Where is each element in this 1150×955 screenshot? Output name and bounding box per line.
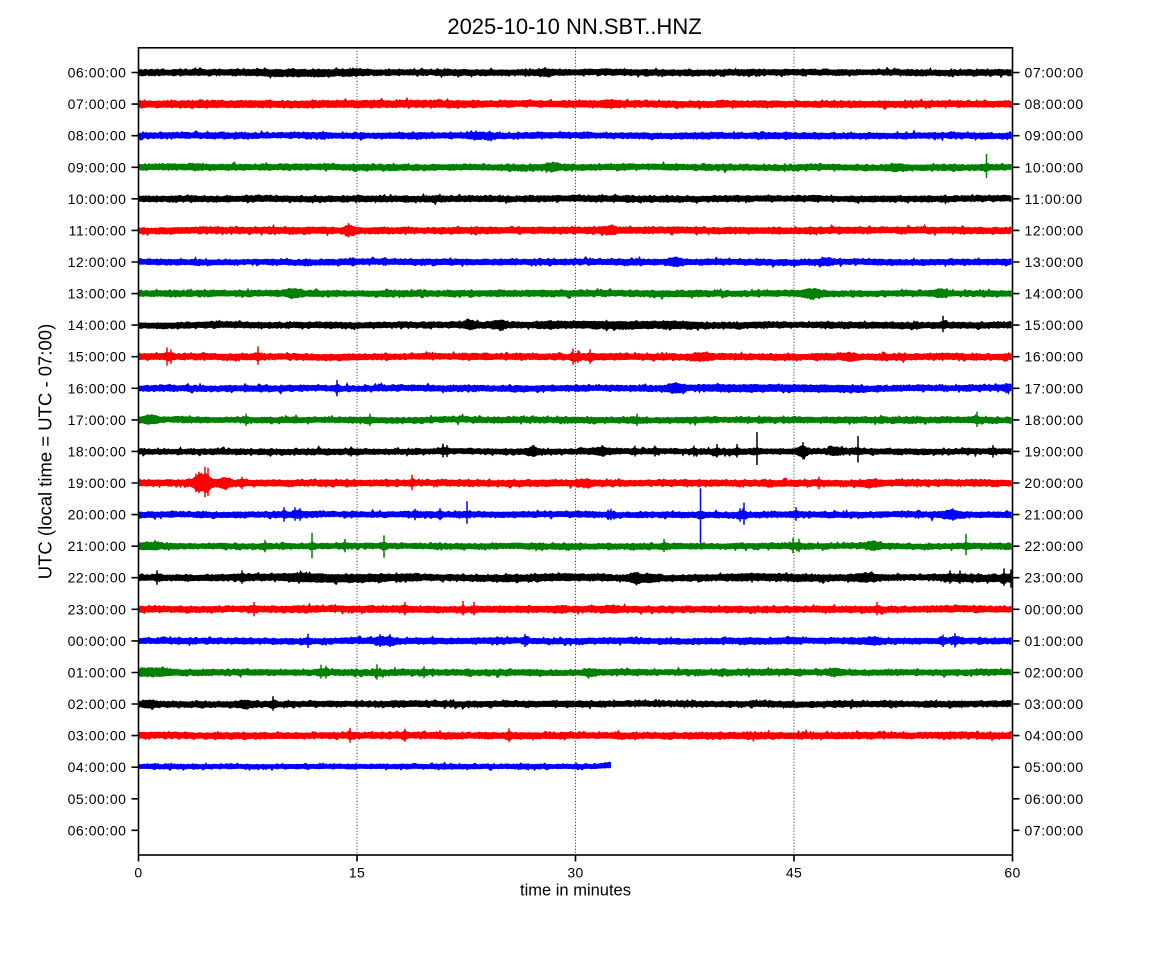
svg-text:10:00:00: 10:00:00 (68, 191, 127, 207)
svg-text:03:00:00: 03:00:00 (68, 728, 127, 744)
svg-text:07:00:00: 07:00:00 (1025, 65, 1084, 81)
svg-text:time in minutes: time in minutes (520, 882, 631, 900)
svg-text:03:00:00: 03:00:00 (1025, 696, 1084, 712)
svg-text:10:00:00: 10:00:00 (1025, 159, 1084, 175)
svg-text:23:00:00: 23:00:00 (1025, 570, 1084, 586)
svg-text:02:00:00: 02:00:00 (68, 696, 127, 712)
svg-text:07:00:00: 07:00:00 (1025, 822, 1084, 838)
svg-text:06:00:00: 06:00:00 (68, 65, 127, 81)
svg-text:15: 15 (349, 865, 365, 881)
svg-text:00:00:00: 00:00:00 (68, 633, 127, 649)
svg-text:11:00:00: 11:00:00 (1025, 191, 1083, 207)
svg-text:14:00:00: 14:00:00 (68, 317, 127, 333)
svg-text:05:00:00: 05:00:00 (1025, 759, 1084, 775)
svg-text:09:00:00: 09:00:00 (68, 159, 127, 175)
svg-text:12:00:00: 12:00:00 (68, 254, 127, 270)
svg-text:17:00:00: 17:00:00 (68, 412, 127, 428)
svg-text:13:00:00: 13:00:00 (1025, 254, 1084, 270)
svg-text:23:00:00: 23:00:00 (68, 601, 127, 617)
svg-text:07:00:00: 07:00:00 (68, 96, 127, 112)
svg-text:UTC (local time = UTC - 07:00): UTC (local time = UTC - 07:00) (35, 324, 56, 579)
svg-text:08:00:00: 08:00:00 (1025, 96, 1084, 112)
svg-text:18:00:00: 18:00:00 (1025, 412, 1084, 428)
svg-text:00:00:00: 00:00:00 (1025, 601, 1084, 617)
svg-text:22:00:00: 22:00:00 (68, 570, 127, 586)
svg-text:21:00:00: 21:00:00 (1025, 507, 1084, 523)
svg-text:0: 0 (134, 865, 142, 881)
svg-text:05:00:00: 05:00:00 (68, 791, 127, 807)
svg-text:16:00:00: 16:00:00 (1025, 349, 1084, 365)
svg-text:13:00:00: 13:00:00 (68, 286, 127, 302)
svg-text:21:00:00: 21:00:00 (68, 538, 127, 554)
svg-text:02:00:00: 02:00:00 (1025, 665, 1084, 681)
svg-text:20:00:00: 20:00:00 (68, 507, 127, 523)
svg-text:16:00:00: 16:00:00 (68, 380, 127, 396)
svg-text:60: 60 (1004, 865, 1020, 881)
svg-text:20:00:00: 20:00:00 (1025, 475, 1084, 491)
svg-text:09:00:00: 09:00:00 (1025, 128, 1084, 144)
svg-text:18:00:00: 18:00:00 (68, 443, 127, 459)
svg-text:12:00:00: 12:00:00 (1025, 222, 1084, 238)
svg-text:19:00:00: 19:00:00 (1025, 443, 1084, 459)
svg-text:2025-10-10 NN.SBT..HNZ: 2025-10-10 NN.SBT..HNZ (447, 14, 701, 39)
svg-text:15:00:00: 15:00:00 (68, 349, 127, 365)
svg-text:14:00:00: 14:00:00 (1025, 286, 1084, 302)
svg-text:04:00:00: 04:00:00 (68, 759, 127, 775)
svg-text:11:00:00: 11:00:00 (69, 222, 127, 238)
svg-text:01:00:00: 01:00:00 (1025, 633, 1084, 649)
svg-text:15:00:00: 15:00:00 (1025, 317, 1084, 333)
svg-text:45: 45 (786, 865, 802, 881)
svg-text:01:00:00: 01:00:00 (68, 665, 127, 681)
svg-text:06:00:00: 06:00:00 (1025, 791, 1084, 807)
svg-text:04:00:00: 04:00:00 (1025, 728, 1084, 744)
svg-text:17:00:00: 17:00:00 (1025, 380, 1084, 396)
svg-text:19:00:00: 19:00:00 (68, 475, 127, 491)
svg-text:22:00:00: 22:00:00 (1025, 538, 1084, 554)
svg-text:06:00:00: 06:00:00 (68, 822, 127, 838)
svg-text:30: 30 (567, 865, 583, 881)
svg-text:08:00:00: 08:00:00 (68, 128, 127, 144)
